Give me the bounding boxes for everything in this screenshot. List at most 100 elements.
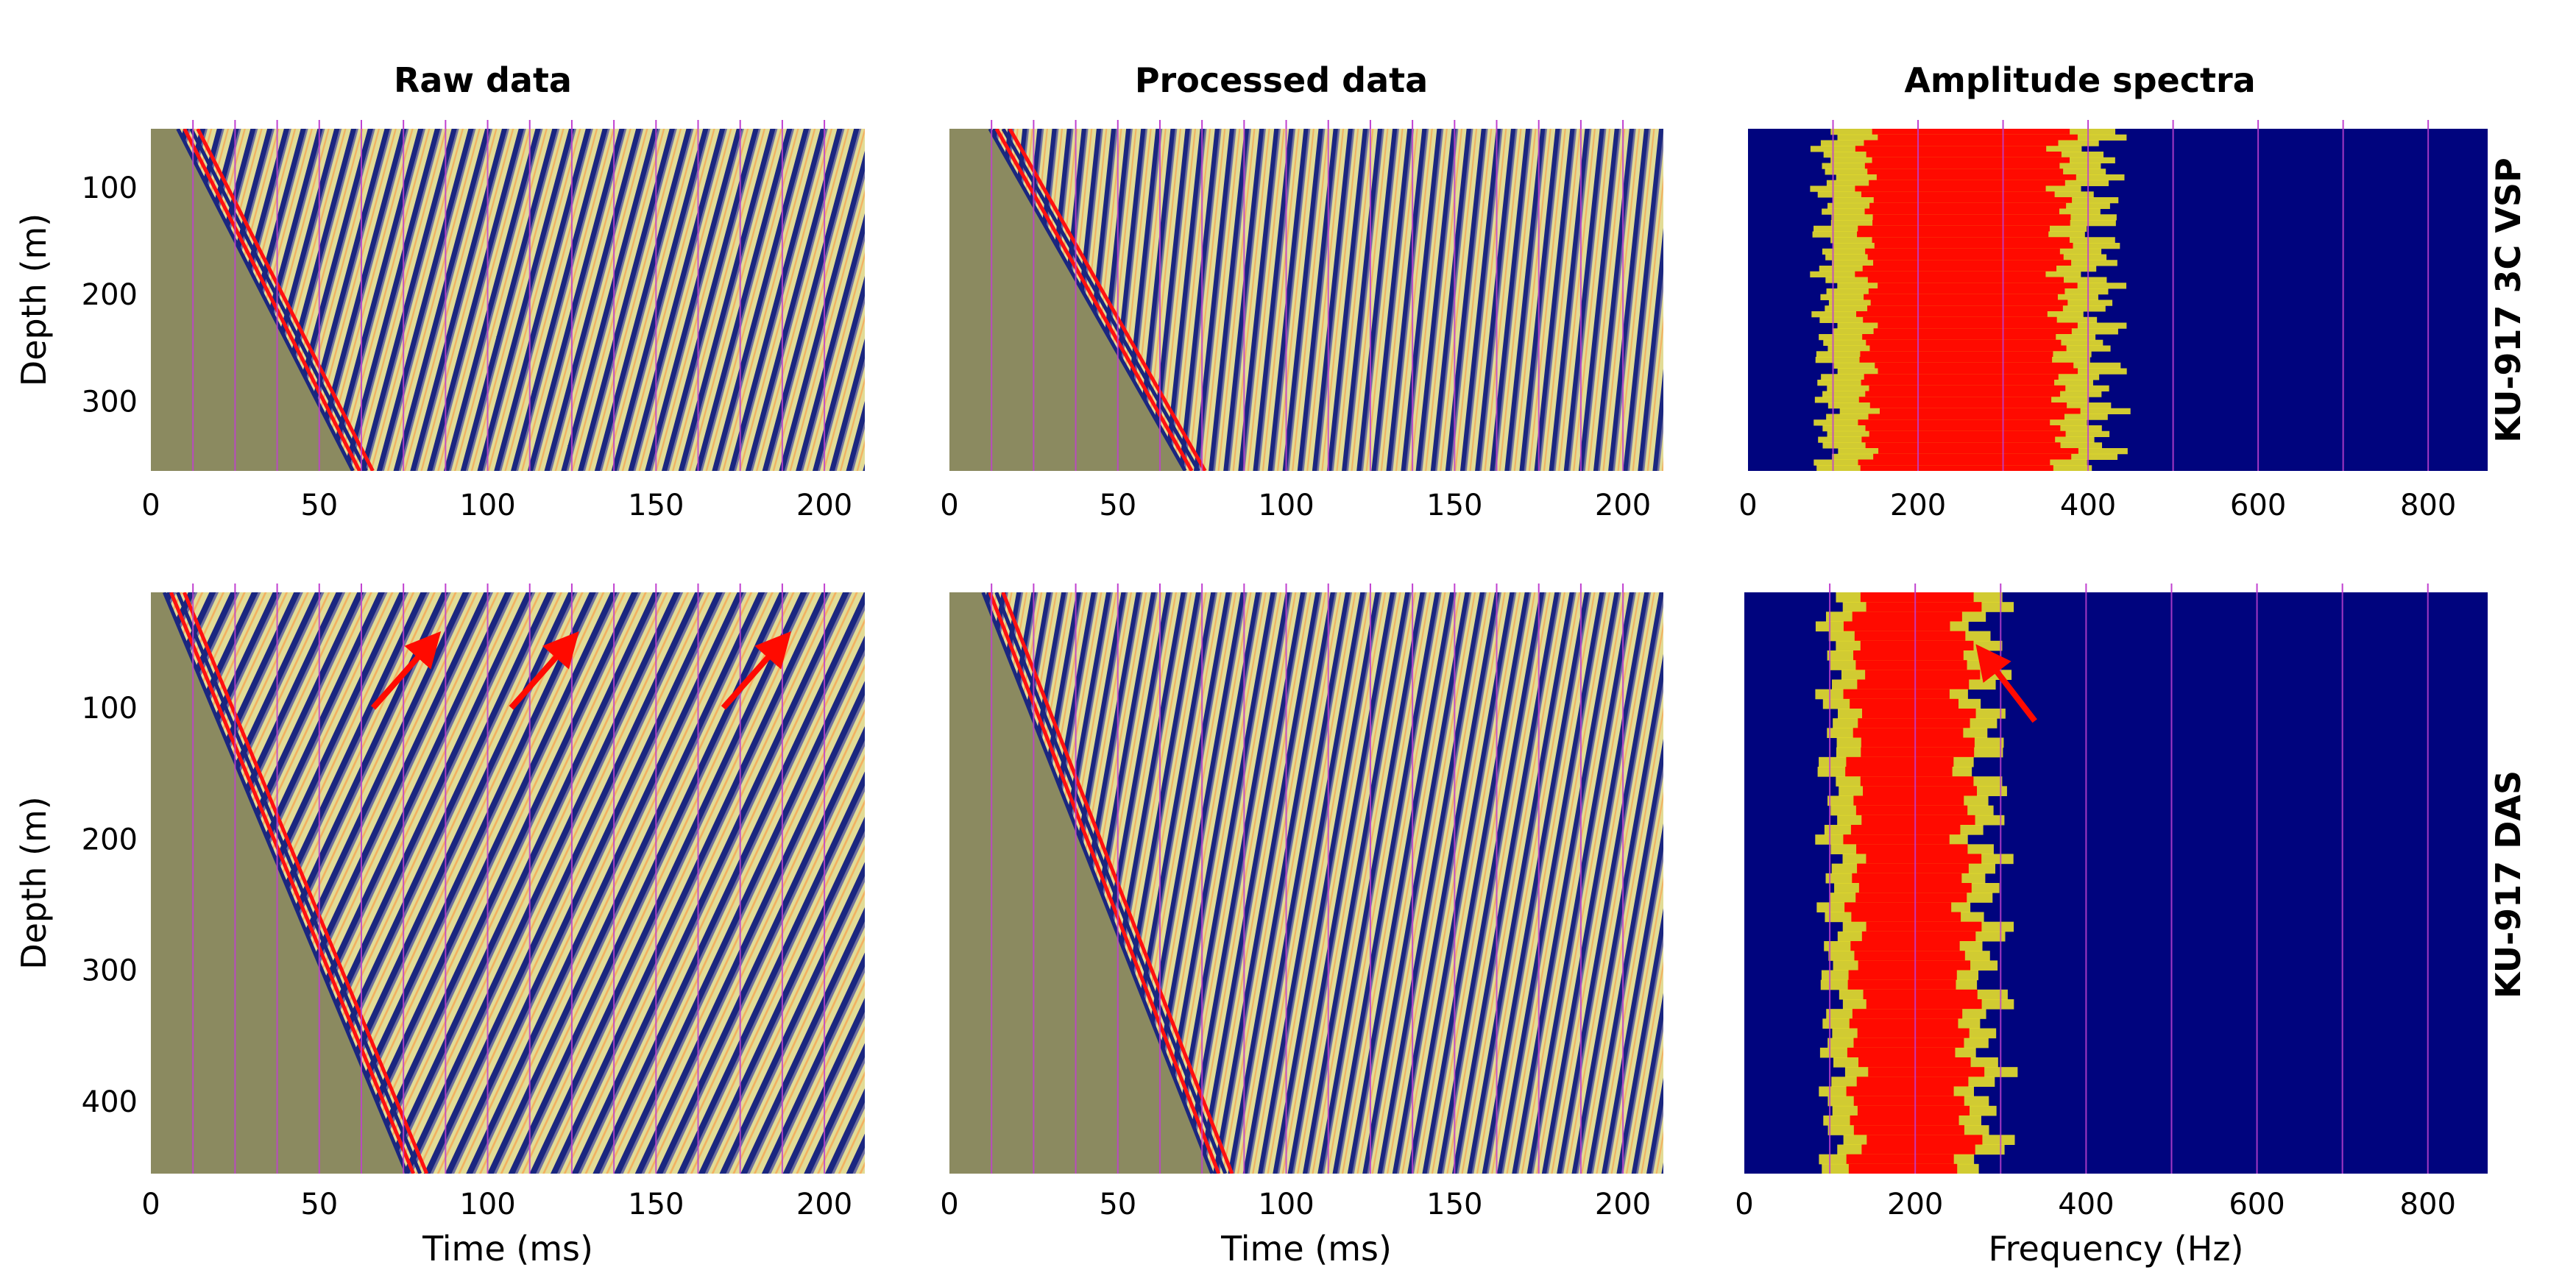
pre-arrival-zone bbox=[949, 129, 1186, 471]
spectrum-peak bbox=[1868, 1067, 1985, 1077]
spectrum-peak bbox=[1868, 414, 2064, 420]
spectrum-peak bbox=[1864, 140, 2059, 146]
first-break-wavelet bbox=[1001, 129, 1200, 471]
panel-4: 0 50 100 150 200 100 200 300 400 Time (ms) Depth (… bbox=[14, 584, 865, 1269]
spectrum-peak bbox=[1850, 825, 1961, 835]
spectrum-peak bbox=[1866, 1135, 1983, 1145]
spectrum-peak bbox=[1860, 640, 1974, 651]
spectrum-peak bbox=[1853, 1038, 1964, 1049]
spectrum-peak bbox=[1878, 283, 2078, 289]
spectrum-peak bbox=[1853, 728, 1964, 738]
spectrum-peak bbox=[1853, 1096, 1964, 1107]
y-tick-label: 300 bbox=[82, 386, 138, 419]
x-tick-label: 200 bbox=[1595, 489, 1651, 522]
spectrum-peak bbox=[1858, 960, 1971, 971]
pre-arrival-zone bbox=[151, 592, 407, 1174]
spectrum-peak bbox=[1857, 679, 1970, 690]
row-title-das: KU-917 DAS bbox=[2488, 770, 2528, 999]
spectrum-peak bbox=[1850, 941, 1960, 951]
spectrum-peak bbox=[1865, 442, 2061, 449]
panel-2: 0 50 100 150 200 bbox=[940, 120, 1663, 522]
panel-image bbox=[1744, 592, 2488, 1174]
x-tick-label: 600 bbox=[2229, 1188, 2285, 1221]
x-tick-label: 200 bbox=[1887, 1188, 1943, 1221]
spectrum-peak bbox=[1878, 448, 2078, 455]
spectrum-peak bbox=[1843, 689, 1950, 700]
spectrum-peak bbox=[1856, 1076, 1969, 1087]
y-axis-label: Depth (m) bbox=[14, 796, 54, 969]
x-axis-label: Time (ms) bbox=[1220, 1229, 1392, 1269]
spectrum-peak bbox=[1861, 191, 2055, 198]
spectrum-peak bbox=[1847, 1047, 1956, 1058]
spectrum-peak bbox=[1879, 408, 2081, 414]
x-tick-label: 50 bbox=[1099, 1188, 1136, 1221]
x-tick-label: 0 bbox=[940, 1188, 958, 1221]
y-tick-label: 200 bbox=[82, 823, 138, 856]
spectrum-peak bbox=[1852, 873, 1962, 884]
panel-1: 0 50 100 150 200 100 200 300 Depth (m) bbox=[14, 120, 865, 522]
spectrum-peak bbox=[1857, 1105, 1970, 1116]
spectrum-peak bbox=[1849, 1018, 1958, 1029]
spectrum-peak bbox=[1869, 402, 2067, 409]
spectrum-peak bbox=[1861, 931, 1976, 942]
spectrum-peak bbox=[1855, 185, 2046, 192]
y-tick-label: 400 bbox=[82, 1085, 138, 1119]
x-tick-label: 800 bbox=[2400, 1188, 2456, 1221]
spectrum-peak bbox=[1843, 834, 1950, 845]
first-break-wavelet bbox=[183, 129, 361, 471]
x-tick-label: 0 bbox=[1738, 489, 1757, 522]
panel-5: 0 50 100 150 200 Time (ms) bbox=[940, 584, 1663, 1269]
first-break-wavelet bbox=[988, 592, 1221, 1174]
first-break-wavelet bbox=[162, 592, 409, 1174]
spectrum-peak bbox=[1858, 718, 1970, 728]
spectrum-peak bbox=[1870, 299, 2068, 306]
y-tick-label: 200 bbox=[82, 278, 138, 312]
x-tick-label: 150 bbox=[628, 489, 684, 522]
first-break-wavelet bbox=[981, 592, 1214, 1174]
spectrum-peak bbox=[1844, 902, 1952, 912]
spectrum-peak bbox=[1864, 208, 2059, 215]
spectrum-peak bbox=[1843, 621, 1950, 632]
first-break-wavelet bbox=[994, 592, 1228, 1174]
x-tick-label: 100 bbox=[459, 489, 515, 522]
x-tick-label: 150 bbox=[628, 1188, 684, 1221]
first-break-wavelet bbox=[169, 592, 416, 1174]
spectrum-peak bbox=[1873, 197, 2073, 204]
spectrum-peak bbox=[1878, 368, 2078, 375]
x-tick-label: 0 bbox=[940, 489, 958, 522]
pre-arrival-zone bbox=[151, 129, 353, 471]
spectrum-peak bbox=[1878, 322, 2078, 329]
spectrum-peak bbox=[1862, 266, 2057, 272]
row-title-vsp: KU-917 3C VSP bbox=[2488, 157, 2528, 443]
spectrum-peak bbox=[1861, 436, 2056, 443]
spectrum-peak bbox=[1866, 921, 1982, 932]
spectrum-peak bbox=[1858, 225, 2050, 232]
spectrum-peak bbox=[1866, 854, 1982, 865]
spectrum-peak bbox=[1861, 1144, 1975, 1155]
spectrum-peak bbox=[1855, 146, 2047, 152]
spectrum-peak bbox=[1863, 316, 2057, 323]
x-tick-label: 150 bbox=[1426, 489, 1482, 522]
spectrum-peak bbox=[1862, 334, 2056, 341]
spectrum-peak bbox=[1846, 1154, 1954, 1165]
spectrum-peak bbox=[1869, 430, 2066, 437]
spectrum-peak bbox=[1847, 979, 1956, 990]
first-break-wavelet bbox=[175, 592, 422, 1174]
x-tick-label: 200 bbox=[796, 1188, 852, 1221]
spectrum-peak bbox=[1857, 1028, 1970, 1039]
spectrum-peak bbox=[1860, 465, 2053, 471]
spectrum-peak bbox=[1865, 670, 1981, 680]
spectrum-peak bbox=[1860, 592, 1974, 603]
y-tick-label: 100 bbox=[82, 171, 138, 205]
spectrum-peak bbox=[1856, 844, 1968, 854]
spectrum-peak bbox=[1857, 231, 2049, 238]
spectrum-peak bbox=[1869, 202, 2067, 209]
spectrum-peak bbox=[1848, 970, 1957, 981]
spectrum-peak bbox=[1866, 602, 1982, 612]
spectrum-peak bbox=[1878, 134, 2078, 141]
spectrum-peak bbox=[1860, 351, 2053, 358]
x-axis-label: Frequency (Hz) bbox=[1989, 1229, 2244, 1269]
spectrum-peak bbox=[1853, 795, 1964, 806]
x-tick-label: 50 bbox=[1099, 489, 1136, 522]
